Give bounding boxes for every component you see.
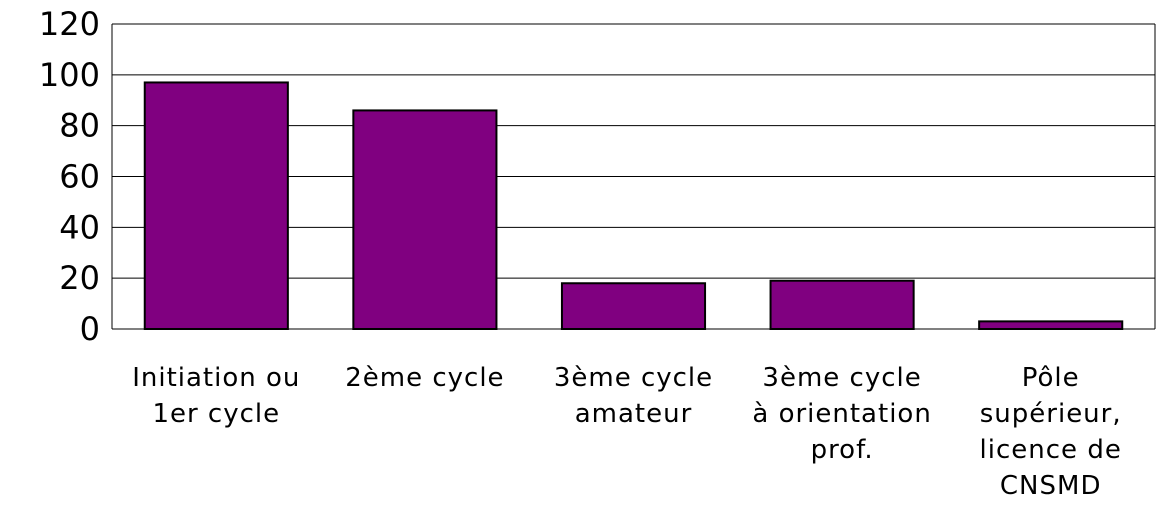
y-tick-label: 40 bbox=[59, 208, 100, 246]
y-tick-label: 60 bbox=[59, 158, 100, 196]
x-tick-label: 2ème cycle bbox=[345, 363, 505, 393]
x-tick-label: Initiation ou 1er cycle bbox=[132, 363, 301, 429]
y-tick-label: 100 bbox=[39, 56, 100, 94]
bar bbox=[143, 81, 289, 331]
y-tick-label: 120 bbox=[39, 5, 100, 43]
x-tick-label: 3ème cycle amateur bbox=[553, 363, 714, 429]
bar bbox=[978, 320, 1124, 330]
x-tick-label: Pôle supérieur, licence de CNSMD bbox=[979, 363, 1122, 501]
bar bbox=[769, 279, 915, 331]
y-tick-label: 80 bbox=[59, 107, 100, 145]
x-tick-label: 3ème cycle à orientation prof. bbox=[752, 363, 932, 465]
y-tick-label: 0 bbox=[80, 310, 100, 348]
y-tick-label: 20 bbox=[59, 259, 100, 297]
bar bbox=[560, 282, 707, 330]
bar bbox=[352, 109, 498, 330]
